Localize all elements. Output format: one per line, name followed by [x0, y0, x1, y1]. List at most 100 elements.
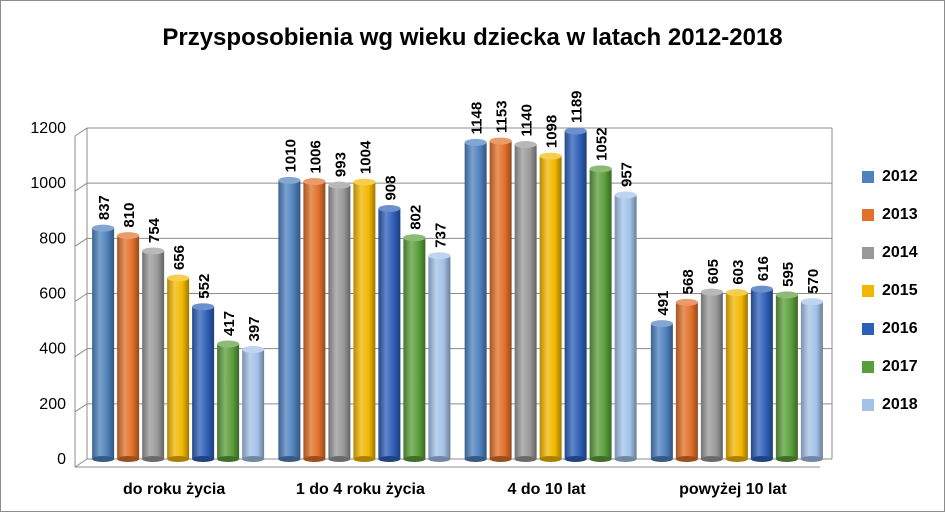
legend-item: 2018 [862, 386, 942, 424]
data-label: 397 [246, 316, 263, 341]
bar [489, 140, 512, 459]
data-label: 570 [805, 269, 822, 294]
legend-item: 2014 [862, 234, 942, 272]
data-label: 802 [407, 205, 424, 230]
bar-base [353, 456, 376, 462]
bar-base [142, 456, 165, 462]
bar-cap [92, 224, 115, 232]
bar-base [92, 456, 115, 462]
bar-base [564, 456, 587, 462]
bar [167, 278, 190, 459]
legend-item: 2017 [862, 348, 942, 386]
bar [539, 156, 562, 459]
bar-base [117, 456, 140, 462]
data-label: 754 [146, 217, 163, 243]
data-label: 568 [680, 269, 697, 294]
legend-item: 2016 [862, 310, 942, 348]
x-tick-label: powyżej 10 lat [679, 481, 787, 498]
bar-cap [800, 298, 823, 306]
legend-label: 2015 [882, 282, 918, 299]
bar-base [464, 456, 487, 462]
bar-base [589, 456, 612, 462]
bar-base [514, 456, 537, 462]
legend-swatch [862, 171, 874, 183]
data-label: 908 [382, 176, 399, 201]
data-label: 737 [432, 223, 449, 248]
bar-cap [614, 191, 637, 199]
bar [564, 131, 587, 459]
bar-base [217, 456, 240, 462]
data-label: 1006 [307, 140, 324, 173]
data-label: 656 [171, 245, 188, 270]
chart-legend: 2012 2013 2014 2015 2016 2017 2018 [862, 158, 942, 424]
bar-cap [192, 303, 215, 311]
bar-cap [725, 289, 748, 297]
legend-label: 2017 [882, 358, 918, 375]
bar-base [700, 456, 723, 462]
chart-title: Przysposobienia wg wieku dziecka w latac… [162, 24, 783, 51]
bar-base [775, 456, 798, 462]
y-tick-label: 400 [39, 341, 66, 358]
bar-cap [303, 178, 326, 186]
bar [328, 185, 351, 459]
bar-cap [378, 205, 401, 213]
bar-cap [428, 252, 451, 260]
bar [464, 142, 487, 460]
bar-base [539, 456, 562, 462]
data-label: 957 [619, 162, 636, 187]
bar [192, 306, 215, 459]
legend-label: 2012 [882, 168, 918, 185]
bar-cap [564, 127, 587, 135]
legend-label: 2013 [882, 206, 918, 223]
bar [353, 182, 376, 459]
data-label: 1004 [357, 140, 374, 174]
bar-cap [539, 152, 562, 160]
x-tick-label: 4 do 10 lat [508, 481, 587, 498]
x-tick-label: 1 do 4 roku życia [296, 481, 425, 498]
bar-base [278, 456, 301, 462]
bar [117, 235, 140, 459]
data-label: 1189 [569, 90, 586, 123]
bar-cap [775, 291, 798, 299]
bar-cap [217, 340, 240, 348]
data-label: 616 [755, 256, 772, 281]
bar [92, 228, 115, 459]
data-label: 491 [655, 291, 672, 316]
bar-base [403, 456, 426, 462]
legend-swatch [862, 285, 874, 297]
y-tick-label: 600 [39, 286, 66, 303]
data-label: 552 [196, 274, 213, 299]
bar-base [378, 456, 401, 462]
legend-swatch [862, 361, 874, 373]
bar [775, 294, 798, 459]
gridline-side [74, 127, 88, 137]
bar-base [675, 456, 698, 462]
bar [428, 255, 451, 459]
bar [242, 349, 265, 459]
data-label: 603 [730, 260, 747, 285]
bar-base [800, 456, 823, 462]
legend-swatch [862, 399, 874, 411]
bar [403, 237, 426, 459]
gridline-side [74, 403, 88, 413]
data-label: 837 [96, 195, 113, 220]
data-label: 1098 [544, 115, 561, 148]
bar-base [192, 456, 215, 462]
legend-label: 2018 [882, 396, 918, 413]
bar-base [167, 456, 190, 462]
data-label: 1052 [594, 127, 611, 160]
bar-cap [278, 176, 301, 184]
bar-base [328, 456, 351, 462]
bar-cap [328, 181, 351, 189]
data-label: 1153 [494, 100, 511, 133]
bar-base [489, 456, 512, 462]
legend-item: 2013 [862, 196, 942, 234]
bar-base [614, 456, 637, 462]
bar [514, 144, 537, 460]
legend-swatch [862, 323, 874, 335]
bar-cap [117, 232, 140, 240]
legend-swatch [862, 247, 874, 259]
data-label: 1140 [519, 104, 536, 137]
bar [589, 168, 612, 459]
gridline-side [74, 293, 88, 302]
